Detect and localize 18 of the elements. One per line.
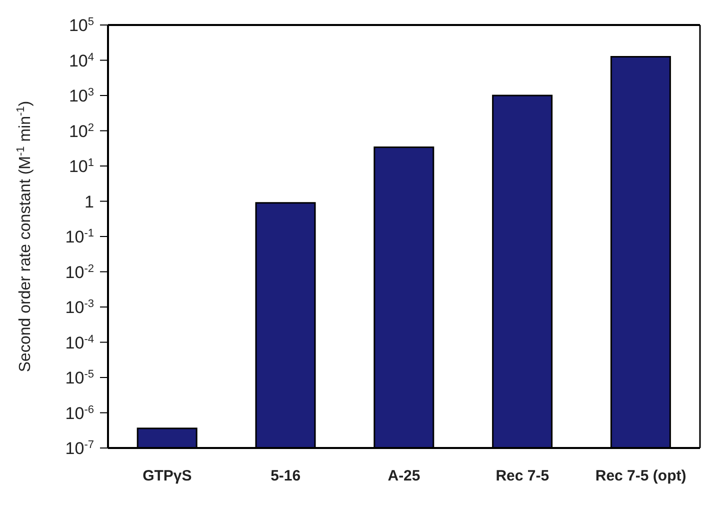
- x-tick-label: 5-16: [270, 468, 301, 485]
- y-tick-label: 10$^{2}$: [68, 122, 94, 141]
- y-tick-label: 10$^{-2}$: [65, 262, 94, 282]
- x-tick-label: GTPγS: [142, 468, 192, 485]
- x-tick-label: Rec 7-5 (opt): [595, 468, 686, 485]
- y-tick-label: 10$^{-1}$: [65, 228, 94, 246]
- x-tick-label: Rec 7-5: [496, 468, 550, 485]
- y-tick-label: 10$^{1}$: [68, 157, 94, 176]
- y-tick-label: 10$^{5}$: [68, 16, 94, 35]
- y-tick-label: 10$^{-7}$: [65, 439, 94, 458]
- y-tick-label: 10$^{3}$: [68, 86, 94, 106]
- y-tick-label: 10$^{-6}$: [65, 404, 94, 423]
- y-tick-label: 10$^{-5}$: [65, 368, 94, 388]
- y-tick-label: 10$^{-3}$: [65, 298, 94, 317]
- x-tick-label: A-25: [388, 468, 420, 485]
- y-tick-label: 10$^{4}$: [68, 51, 94, 70]
- y-tick-label: 1: [84, 192, 94, 212]
- y-tick-label: 10$^{-4}$: [65, 333, 94, 352]
